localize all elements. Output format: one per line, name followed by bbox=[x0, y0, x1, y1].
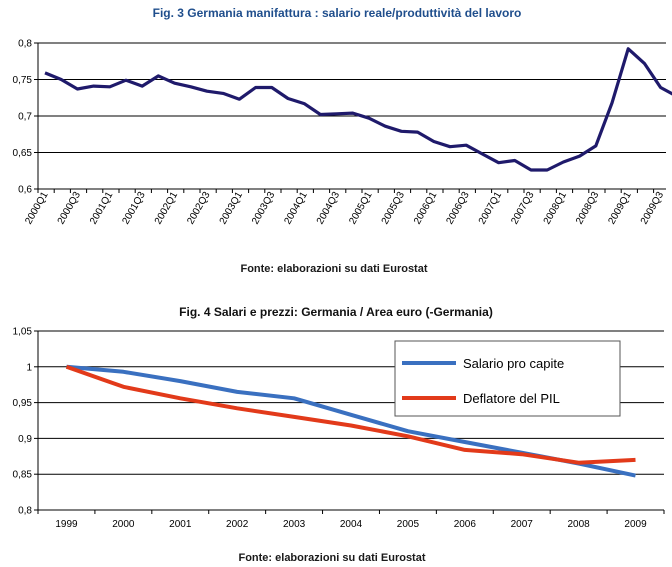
x-tick-label: 2007 bbox=[511, 519, 534, 530]
x-tick-label: 2007Q3 bbox=[509, 190, 537, 227]
x-tick-label: 2004 bbox=[340, 519, 363, 530]
x-tick-label: 2009Q3 bbox=[639, 190, 667, 227]
x-tick-label: 2000 bbox=[112, 519, 135, 530]
chart-source: Fonte: elaborazioni su dati Eurostat bbox=[238, 552, 425, 564]
y-tick-label: 1,05 bbox=[13, 327, 33, 338]
series-line-1 bbox=[65, 364, 636, 465]
chart-title: Fig. 4 Salari e prezzi: Germania / Area … bbox=[179, 305, 493, 319]
x-tick-label: 2001Q3 bbox=[120, 190, 148, 227]
x-tick-label: 2009 bbox=[624, 519, 647, 530]
y-tick-label: 0,8 bbox=[18, 39, 32, 50]
x-tick-label: 2004Q1 bbox=[282, 190, 310, 227]
x-tick-label: 2009Q1 bbox=[606, 190, 634, 227]
y-tick-label: 1 bbox=[26, 362, 32, 373]
y-tick-label: 0,9 bbox=[18, 434, 32, 445]
legend-label-salario: Salario pro capite bbox=[463, 356, 564, 371]
x-tick-label: 2002Q3 bbox=[185, 190, 213, 227]
x-tick-label: 2000Q3 bbox=[56, 190, 84, 227]
x-tick-label: 2008Q1 bbox=[542, 190, 570, 227]
gridlines bbox=[34, 42, 666, 190]
legend-box bbox=[394, 340, 621, 417]
series-line bbox=[44, 47, 672, 172]
y-tick-label: 0,8 bbox=[18, 506, 32, 517]
x-tick-label: 2008 bbox=[568, 519, 591, 530]
x-tick-label: 2006 bbox=[454, 519, 477, 530]
x-tick-label: 2004Q3 bbox=[315, 190, 343, 227]
series-lines bbox=[65, 364, 636, 478]
chart-title: Fig. 3 Germania manifattura : salario re… bbox=[153, 6, 522, 20]
x-tick-label: 2005Q1 bbox=[347, 190, 375, 227]
x-tick-label: 2003Q3 bbox=[250, 190, 278, 227]
x-axis-ticks: 1999 2000 2001 2002 2003 2004 2005 2006 2007 2008… bbox=[37, 510, 665, 530]
x-tick-label: 2005 bbox=[397, 519, 420, 530]
x-tick-label: 2005Q3 bbox=[380, 190, 408, 227]
x-tick-label: 2008Q3 bbox=[574, 190, 602, 227]
x-tick-label: 2001Q1 bbox=[88, 190, 116, 227]
series-lines bbox=[44, 47, 672, 172]
x-tick-label: 1999 bbox=[55, 519, 78, 530]
chart-source: Fonte: elaborazioni su dati Eurostat bbox=[240, 263, 427, 275]
chart-fig3: Fig. 3 Germania manifattura : salario re… bbox=[13, 6, 672, 275]
y-tick-label: 0,95 bbox=[13, 398, 33, 409]
x-tick-label: 2001 bbox=[169, 519, 192, 530]
x-tick-label: 2007Q1 bbox=[477, 190, 505, 227]
x-axis-ticks: 2000Q1 2000Q3 2001Q1 2001Q3 2002Q1 2002Q3 2003… bbox=[23, 189, 672, 226]
y-tick-label: 0,6 bbox=[18, 185, 32, 196]
x-tick-label: 2002Q1 bbox=[153, 190, 181, 227]
y-tick-label: 0,85 bbox=[13, 470, 33, 481]
y-axis-ticks: 0,6 0,65 0,7 0,75 0,8 bbox=[13, 39, 33, 196]
legend-label-deflatore: Deflatore del PIL bbox=[463, 391, 560, 406]
y-tick-label: 0,7 bbox=[18, 112, 32, 123]
y-tick-label: 0,75 bbox=[13, 75, 33, 86]
y-axis-ticks: 0,8 0,85 0,9 0,95 1 1,05 bbox=[13, 327, 33, 517]
x-tick-label: 2002 bbox=[226, 519, 249, 530]
legend: Salario pro capite Deflatore del PIL bbox=[394, 340, 621, 417]
x-tick-label: 2003Q1 bbox=[218, 190, 246, 227]
x-tick-label: 2006Q3 bbox=[444, 190, 472, 227]
x-tick-label: 2003 bbox=[283, 519, 306, 530]
chart-fig4: Fig. 4 Salari e prezzi: Germania / Area … bbox=[13, 305, 665, 564]
y-tick-label: 0,65 bbox=[13, 148, 33, 159]
x-tick-label: 2006Q1 bbox=[412, 190, 440, 227]
